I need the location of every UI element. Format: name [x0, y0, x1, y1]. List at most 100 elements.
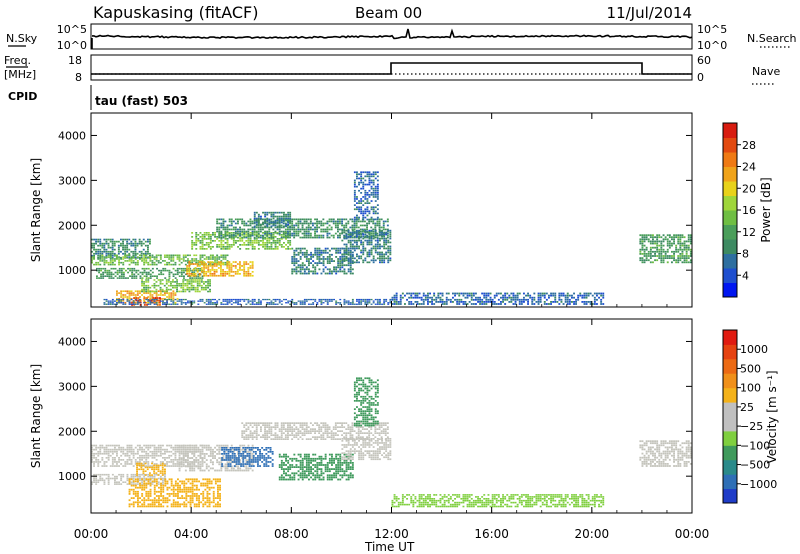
data-cell — [138, 462, 141, 465]
data-cell — [118, 300, 120, 302]
data-cell — [97, 452, 100, 455]
data-cell — [93, 256, 95, 258]
data-cell — [272, 213, 275, 216]
data-cell — [312, 272, 315, 275]
data-cell — [356, 235, 358, 238]
data-cell — [132, 483, 135, 485]
data-cell — [439, 292, 442, 295]
data-cell — [458, 298, 461, 301]
data-cell — [387, 255, 390, 258]
data-cell — [237, 303, 239, 305]
data-cell — [679, 248, 682, 251]
data-cell — [132, 303, 135, 305]
data-cell — [124, 252, 127, 255]
data-cell — [537, 301, 540, 303]
data-cell — [200, 484, 203, 487]
data-cell — [107, 452, 110, 455]
data-cell — [331, 272, 333, 275]
data-cell — [165, 279, 168, 281]
data-cell — [587, 301, 590, 303]
data-cell — [218, 234, 221, 237]
data-cell — [124, 260, 127, 262]
data-cell — [326, 258, 329, 260]
data-cell — [98, 267, 100, 270]
data-cell — [184, 284, 187, 287]
data-cell — [230, 465, 233, 468]
data-cell — [345, 256, 348, 258]
data-cell — [207, 465, 210, 468]
data-cell — [381, 229, 383, 232]
data-cell — [103, 246, 106, 249]
data-cell — [205, 300, 208, 302]
data-cell — [151, 260, 154, 262]
data-cell — [177, 503, 179, 506]
data-cell — [160, 484, 162, 487]
data-cell — [443, 301, 446, 303]
data-cell — [205, 298, 208, 301]
data-cell — [209, 302, 212, 304]
data-cell — [161, 474, 164, 476]
data-cell — [358, 257, 360, 260]
data-cell — [303, 298, 306, 301]
data-cell — [370, 206, 373, 209]
data-cell — [639, 238, 642, 241]
data-cell — [374, 232, 377, 235]
data-cell — [345, 235, 348, 238]
data-cell — [322, 230, 325, 233]
data-cell — [687, 234, 690, 237]
data-cell — [671, 261, 673, 264]
data-cell — [353, 179, 356, 182]
data-cell — [228, 298, 231, 301]
data-cell — [211, 273, 214, 275]
data-cell — [120, 477, 123, 480]
data-cell — [107, 252, 110, 255]
data-cell — [147, 461, 150, 463]
data-cell — [172, 300, 175, 302]
data-cell — [198, 497, 200, 499]
data-cell — [162, 300, 164, 302]
data-cell — [155, 472, 158, 474]
data-cell — [134, 238, 137, 241]
data-cell — [345, 232, 348, 235]
data-cell — [683, 242, 686, 245]
data-cell — [649, 253, 652, 255]
data-cell — [136, 466, 138, 469]
data-cell — [458, 301, 461, 303]
data-cell — [320, 262, 323, 264]
data-cell — [257, 223, 260, 226]
data-cell — [366, 231, 369, 234]
data-cell — [228, 274, 231, 277]
data-cell — [188, 286, 191, 289]
data-cell — [219, 497, 221, 499]
data-cell — [162, 501, 165, 504]
data-cell — [662, 250, 665, 253]
data-cell — [201, 248, 204, 250]
data-cell — [491, 298, 494, 301]
data-cell — [291, 222, 294, 225]
data-cell — [149, 298, 152, 300]
data-cell — [222, 457, 225, 459]
data-cell — [103, 261, 106, 264]
data-cell — [168, 486, 171, 489]
data-cell — [103, 461, 106, 463]
data-cell — [178, 467, 181, 470]
data-cell — [217, 267, 220, 269]
data-cell — [253, 219, 256, 222]
data-cell — [508, 301, 511, 303]
data-cell — [189, 302, 191, 304]
data-cell — [226, 248, 229, 250]
data-cell — [293, 256, 296, 258]
data-cell — [379, 239, 381, 242]
data-cell — [209, 303, 212, 305]
data-cell — [226, 254, 229, 257]
data-cell — [91, 246, 93, 249]
data-cell — [266, 224, 269, 227]
data-cell — [166, 303, 168, 305]
data-cell — [299, 251, 302, 254]
data-cell — [122, 465, 125, 467]
data-cell — [218, 448, 221, 451]
data-cell — [178, 465, 181, 467]
data-cell — [220, 254, 223, 257]
data-cell — [247, 271, 250, 273]
data-cell — [191, 448, 194, 451]
